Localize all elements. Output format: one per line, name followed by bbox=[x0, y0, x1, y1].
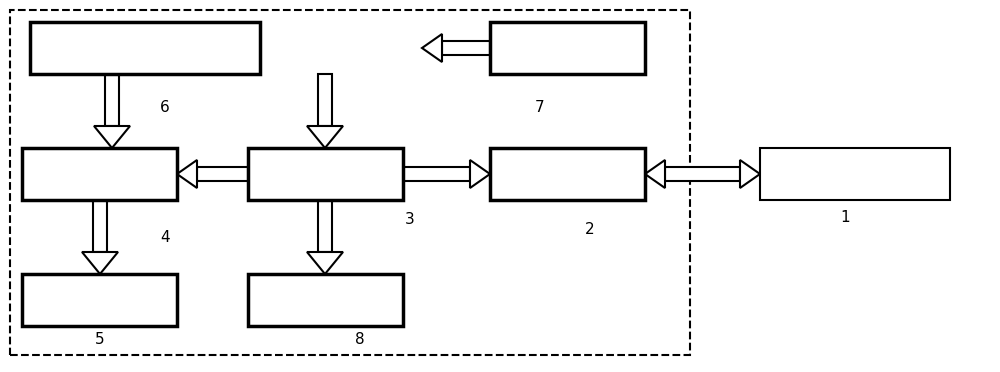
Bar bbox=[93, 200, 107, 252]
Polygon shape bbox=[422, 34, 442, 62]
Text: 告警设备: 告警设备 bbox=[302, 291, 349, 310]
Text: 便携电池: 便携电池 bbox=[544, 38, 591, 58]
Polygon shape bbox=[177, 160, 197, 188]
Text: 通讯模组: 通讯模组 bbox=[544, 164, 591, 183]
Text: 4: 4 bbox=[160, 231, 170, 246]
Text: 后台管理系统: 后台管理系统 bbox=[820, 164, 890, 183]
Bar bbox=[318, 74, 332, 126]
Polygon shape bbox=[307, 126, 343, 148]
Text: 供电系统: 供电系统 bbox=[122, 38, 169, 58]
Bar bbox=[490, 22, 645, 74]
Polygon shape bbox=[94, 126, 130, 148]
Polygon shape bbox=[470, 160, 490, 188]
Polygon shape bbox=[307, 252, 343, 274]
Bar bbox=[197, 167, 248, 181]
Bar bbox=[442, 41, 490, 55]
Text: 3: 3 bbox=[405, 212, 415, 228]
Bar bbox=[318, 200, 332, 252]
Bar bbox=[10, 10, 690, 355]
Bar bbox=[490, 148, 645, 200]
Bar bbox=[403, 167, 470, 181]
Polygon shape bbox=[82, 252, 118, 274]
Polygon shape bbox=[645, 160, 665, 188]
Text: 2: 2 bbox=[585, 222, 595, 237]
Text: 6: 6 bbox=[160, 100, 170, 115]
Polygon shape bbox=[740, 160, 760, 188]
Text: 7: 7 bbox=[535, 100, 545, 115]
Text: 主控制器: 主控制器 bbox=[302, 164, 349, 183]
Bar bbox=[248, 148, 403, 200]
Bar bbox=[22, 148, 177, 200]
Bar bbox=[760, 148, 950, 200]
Text: 信息采集器: 信息采集器 bbox=[70, 164, 129, 183]
Bar bbox=[105, 74, 119, 126]
Bar bbox=[665, 167, 740, 181]
Bar bbox=[30, 22, 260, 74]
Text: 1: 1 bbox=[840, 211, 850, 225]
Bar bbox=[248, 274, 403, 326]
Text: 油位传感器: 油位传感器 bbox=[70, 291, 129, 310]
Bar bbox=[22, 274, 177, 326]
Text: 8: 8 bbox=[355, 333, 365, 347]
Text: 5: 5 bbox=[95, 333, 105, 347]
